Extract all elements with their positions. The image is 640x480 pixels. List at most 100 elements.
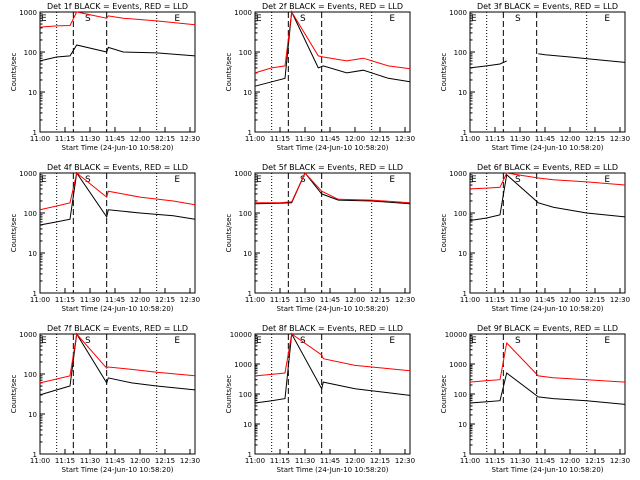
y-tick-label: 10 xyxy=(28,411,37,419)
events-series-line xyxy=(469,60,507,69)
y-tick-label: 10 xyxy=(458,421,467,429)
x-tick-label: 11:15 xyxy=(485,296,505,304)
events-series-line xyxy=(469,372,626,405)
events-series-line xyxy=(39,44,196,62)
event-label-e: E xyxy=(41,175,47,185)
x-tick-label: 11:15 xyxy=(270,135,290,143)
event-label-e: E xyxy=(471,14,477,24)
x-tick-label: 12:15 xyxy=(155,457,175,465)
x-tick-label: 11:00 xyxy=(460,296,480,304)
y-tick-label: 1 xyxy=(248,290,252,298)
event-label-e: E xyxy=(174,14,180,24)
x-tick-label: 12:00 xyxy=(345,135,365,143)
event-label-e: E xyxy=(256,336,262,346)
x-tick-label: 12:30 xyxy=(610,135,630,143)
event-label-s: S xyxy=(300,14,306,24)
panel-title: Det 6f BLACK = Events, RED = LLD xyxy=(477,163,618,172)
panel-2: Det 2f BLACK = Events, RED = LLD 1 10 100 10… xyxy=(225,2,415,152)
y-tick-label: 10 xyxy=(243,250,252,258)
event-label-e: E xyxy=(41,14,47,24)
panel-4: Det 4f BLACK = Events, RED = LLD 1 10 100 10… xyxy=(10,163,200,313)
panel-title: Det 5f BLACK = Events, RED = LLD xyxy=(262,163,403,172)
event-label-s: S xyxy=(85,14,91,24)
panel-7: Det 7f BLACK = Events, RED = LLD 1 10 100 10… xyxy=(10,324,200,474)
x-tick-label: 12:15 xyxy=(585,457,605,465)
panel-6: Det 6f BLACK = Events, RED = LLD 1 10 100 10… xyxy=(440,163,630,313)
x-tick-label: 11:00 xyxy=(30,457,50,465)
x-tick-label: 12:00 xyxy=(560,135,580,143)
y-tick-label: 1000 xyxy=(449,9,467,17)
lld-series-line xyxy=(39,332,196,384)
x-tick-label: 11:45 xyxy=(535,296,555,304)
y-tick-label: 1 xyxy=(33,290,37,298)
plot-frame xyxy=(254,11,411,133)
event-label-e: E xyxy=(471,175,477,185)
panel-3: Det 3f BLACK = Events, RED = LLD 1 10 100 10… xyxy=(440,2,630,152)
x-tick-label: 11:15 xyxy=(55,135,75,143)
event-label-e: E xyxy=(389,336,395,346)
y-tick-label: 10 xyxy=(243,89,252,97)
y-tick-label: 100 xyxy=(454,49,467,57)
y-tick-label: 100 xyxy=(24,210,37,218)
plot-frame xyxy=(254,333,411,455)
x-axis-label: Start Time (24-Jun-10 10:58:20) xyxy=(492,144,604,152)
x-tick-label: 12:15 xyxy=(585,296,605,304)
event-label-e: E xyxy=(389,14,395,24)
x-tick-label: 12:00 xyxy=(560,457,580,465)
y-tick-label: 100 xyxy=(24,49,37,57)
y-tick-label: 100 xyxy=(454,391,467,399)
x-tick-label: 11:30 xyxy=(295,135,315,143)
y-tick-label: 100 xyxy=(239,49,252,57)
x-tick-label: 12:30 xyxy=(610,296,630,304)
x-tick-label: 12:30 xyxy=(610,457,630,465)
x-tick-label: 11:30 xyxy=(510,135,530,143)
event-label-e: E xyxy=(174,175,180,185)
y-tick-label: 1000 xyxy=(449,361,467,369)
event-label-s: S xyxy=(85,336,91,346)
x-axis-label: Start Time (24-Jun-10 10:58:20) xyxy=(277,144,389,152)
panel-title: Det 9f BLACK = Events, RED = LLD xyxy=(477,324,618,333)
y-tick-label: 1 xyxy=(463,129,467,137)
x-tick-label: 11:30 xyxy=(80,457,100,465)
x-tick-label: 11:30 xyxy=(80,135,100,143)
event-label-e: E xyxy=(604,14,610,24)
plot-frame xyxy=(469,172,626,294)
y-axis-label: Counts/sec xyxy=(440,53,448,92)
lld-series-line xyxy=(255,172,411,204)
x-tick-label: 11:00 xyxy=(460,135,480,143)
event-label-e: E xyxy=(389,175,395,185)
x-axis-label: Start Time (24-Jun-10 10:58:20) xyxy=(277,305,389,313)
x-tick-label: 11:00 xyxy=(245,296,265,304)
y-tick-label: 1000 xyxy=(234,9,252,17)
y-tick-label: 1000 xyxy=(234,361,252,369)
x-tick-label: 12:15 xyxy=(585,135,605,143)
events-series-line xyxy=(254,332,411,404)
x-tick-label: 12:00 xyxy=(345,457,365,465)
event-label-s: S xyxy=(300,175,306,185)
x-tick-label: 11:45 xyxy=(105,135,125,143)
events-series-line xyxy=(39,171,196,226)
x-axis-label: Start Time (24-Jun-10 10:58:20) xyxy=(492,466,604,474)
x-tick-label: 11:15 xyxy=(270,457,290,465)
x-tick-label: 12:15 xyxy=(155,135,175,143)
y-tick-label: 1000 xyxy=(19,9,37,17)
x-tick-label: 12:30 xyxy=(395,457,415,465)
x-axis-label: Start Time (24-Jun-10 10:58:20) xyxy=(277,466,389,474)
panel-title: Det 8f BLACK = Events, RED = LLD xyxy=(262,324,403,333)
lld-series-line xyxy=(469,172,626,190)
y-axis-label: Counts/sec xyxy=(10,214,18,253)
x-axis-label: Start Time (24-Jun-10 10:58:20) xyxy=(62,305,174,313)
x-tick-label: 11:45 xyxy=(535,457,555,465)
x-tick-label: 11:15 xyxy=(55,457,75,465)
x-tick-label: 11:00 xyxy=(460,457,480,465)
y-tick-label: 1 xyxy=(248,451,252,459)
x-tick-label: 11:45 xyxy=(105,296,125,304)
x-tick-label: 11:30 xyxy=(295,457,315,465)
panel-5: Det 5f BLACK = Events, RED = LLD 1 10 100 10… xyxy=(225,163,415,313)
y-tick-label: 100 xyxy=(239,210,252,218)
x-tick-label: 11:15 xyxy=(485,457,505,465)
x-tick-label: 11:45 xyxy=(105,457,125,465)
y-axis-label: Counts/sec xyxy=(225,375,233,414)
